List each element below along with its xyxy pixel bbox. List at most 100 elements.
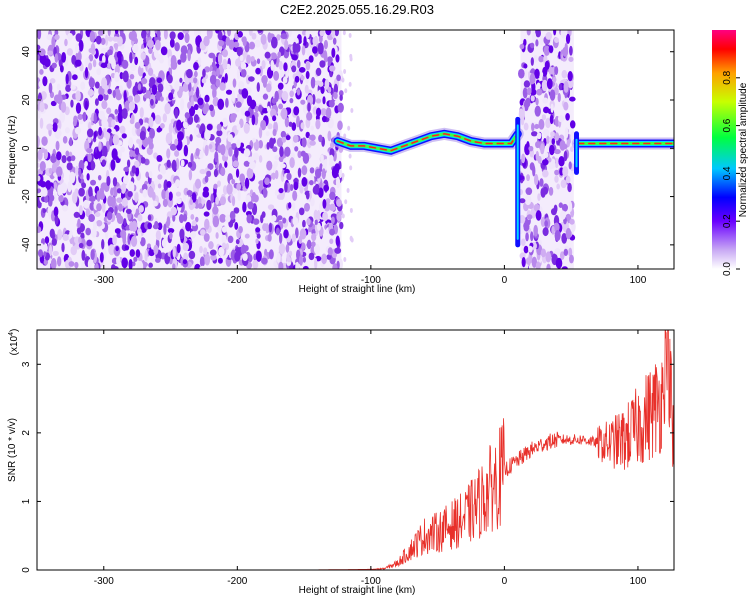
noise-blob — [555, 257, 563, 269]
noise-blob — [299, 228, 307, 240]
snr-x-ticks: -300 -200 -100 0 100 — [94, 330, 647, 587]
noise-blob — [56, 151, 62, 161]
noise-blob — [51, 35, 56, 48]
noise-blob — [203, 35, 210, 47]
noise-blob — [101, 54, 106, 64]
noise-blob — [523, 80, 531, 88]
noise-blob — [542, 186, 549, 195]
noise-blob — [252, 259, 259, 269]
noise-blob — [180, 98, 185, 111]
noise-blob — [543, 45, 550, 56]
noise-blob — [112, 134, 120, 146]
noise-blob — [279, 146, 284, 158]
noise-blob — [567, 71, 573, 82]
noise-blob — [219, 213, 227, 223]
noise-blob — [321, 115, 327, 123]
noise-blob — [523, 122, 529, 131]
noise-blob — [70, 84, 76, 90]
noise-blob — [131, 220, 138, 232]
noise-blob — [121, 108, 128, 120]
noise-blob — [66, 162, 73, 171]
noise-blob — [134, 56, 139, 66]
spectrogram-x-tick-label: -100 — [361, 275, 381, 286]
noise-blob — [300, 122, 305, 130]
noise-blob — [306, 217, 311, 226]
noise-blob — [206, 170, 212, 177]
noise-blob — [135, 208, 140, 216]
noise-blob — [232, 78, 237, 88]
noise-blob — [333, 83, 339, 95]
noise-blob — [57, 184, 62, 196]
noise-blob — [335, 176, 341, 189]
noise-blob — [176, 119, 182, 131]
noise-blob — [546, 263, 551, 269]
noise-blob — [344, 199, 348, 205]
noise-blob — [229, 210, 236, 220]
noise-blob — [526, 30, 531, 36]
noise-blob — [233, 207, 240, 214]
noise-blob — [320, 108, 327, 116]
noise-blob — [162, 113, 168, 123]
noise-blob — [545, 32, 553, 40]
noise-blob — [255, 227, 261, 233]
noise-blob — [294, 75, 300, 83]
noise-blob — [101, 77, 108, 90]
noise-blob — [51, 62, 57, 69]
noise-blob — [83, 199, 90, 209]
noise-blob — [540, 143, 545, 155]
noise-blob — [225, 243, 230, 250]
noise-blob — [199, 265, 207, 269]
noise-blob — [318, 80, 324, 87]
noise-blob — [563, 81, 569, 93]
noise-blob — [255, 238, 259, 244]
noise-blob — [129, 73, 135, 80]
noise-blob — [114, 108, 119, 115]
noise-blob — [86, 147, 93, 154]
noise-blob — [67, 32, 74, 41]
noise-blob — [526, 174, 530, 182]
snr-marks — [37, 330, 674, 570]
noise-blob — [199, 168, 206, 175]
noise-blob — [185, 221, 192, 232]
noise-blob — [236, 68, 241, 80]
noise-blob — [251, 114, 256, 126]
noise-blob — [331, 30, 336, 38]
noise-blob — [226, 183, 233, 195]
noise-blob — [309, 167, 315, 174]
noise-blob — [525, 257, 531, 265]
noise-blob — [302, 219, 306, 228]
noise-blob — [166, 180, 172, 188]
noise-blob — [94, 98, 99, 106]
noise-blob — [108, 244, 116, 256]
noise-blob — [61, 242, 65, 253]
noise-blob — [132, 206, 136, 215]
noise-blob — [561, 266, 568, 269]
snr-x-tick-label: -100 — [361, 576, 381, 587]
noise-blob — [266, 160, 273, 171]
noise-blob — [178, 214, 185, 224]
noise-blob — [544, 60, 550, 71]
noise-blob — [523, 245, 529, 254]
noise-blob — [332, 263, 338, 269]
noise-blob — [182, 30, 190, 34]
noise-blob — [193, 70, 198, 78]
noise-blob — [237, 189, 241, 202]
noise-blob — [58, 194, 64, 203]
noise-blob — [349, 235, 353, 241]
noise-blob — [143, 93, 151, 99]
noise-blob — [165, 132, 173, 145]
noise-blob — [231, 196, 236, 207]
noise-blob — [156, 77, 163, 84]
noise-blob — [243, 148, 251, 158]
snr-x-tick-label: 100 — [630, 576, 647, 587]
noise-blob — [302, 152, 310, 164]
noise-blob — [519, 43, 525, 50]
noise-blob — [137, 214, 143, 222]
noise-blob — [294, 146, 299, 152]
noise-blob — [183, 144, 189, 157]
noise-blob — [346, 188, 350, 194]
noise-blob — [68, 261, 75, 267]
noise-blob — [133, 256, 138, 262]
noise-blob — [39, 69, 44, 75]
noise-blob — [563, 101, 569, 111]
